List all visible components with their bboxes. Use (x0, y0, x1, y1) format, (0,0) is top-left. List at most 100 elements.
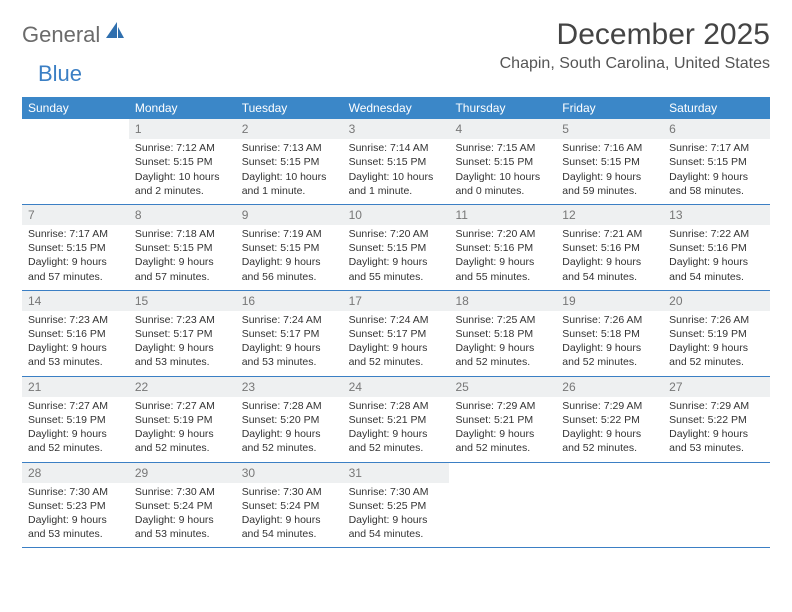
sunrise-text: Sunrise: 7:28 AM (242, 399, 337, 413)
sunset-text: Sunset: 5:21 PM (349, 413, 444, 427)
daylight-text: Daylight: 9 hours and 52 minutes. (562, 427, 657, 455)
sunrise-text: Sunrise: 7:14 AM (349, 141, 444, 155)
day-number: 13 (663, 205, 770, 225)
daylight-text: Daylight: 9 hours and 53 minutes. (135, 513, 230, 541)
day-number: 11 (449, 205, 556, 225)
sunset-text: Sunset: 5:15 PM (562, 155, 657, 169)
day-number: 9 (236, 205, 343, 225)
sunrise-text: Sunrise: 7:29 AM (669, 399, 764, 413)
sunrise-text: Sunrise: 7:15 AM (455, 141, 550, 155)
daylight-text: Daylight: 9 hours and 58 minutes. (669, 170, 764, 198)
sunset-text: Sunset: 5:17 PM (242, 327, 337, 341)
sunset-text: Sunset: 5:18 PM (455, 327, 550, 341)
daylight-text: Daylight: 9 hours and 57 minutes. (135, 255, 230, 283)
sunrise-text: Sunrise: 7:26 AM (669, 313, 764, 327)
day-number: 3 (343, 119, 450, 139)
day-cell: 13 Sunrise: 7:22 AMSunset: 5:16 PMDayligh… (663, 205, 770, 290)
title-block: December 2025 Chapin, South Carolina, Un… (500, 18, 770, 73)
logo: General (22, 18, 127, 48)
sunset-text: Sunset: 5:15 PM (28, 241, 123, 255)
week-row: 21Sunrise: 7:27 AMSunset: 5:19 PMDayligh… (22, 377, 770, 463)
sunrise-text: Sunrise: 7:26 AM (562, 313, 657, 327)
day-cell: 2Sunrise: 7:13 AMSunset: 5:15 PMDaylight… (236, 119, 343, 204)
daylight-text: Daylight: 9 hours and 53 minutes. (28, 513, 123, 541)
daylight-text: Daylight: 9 hours and 54 minutes. (349, 513, 444, 541)
day-number: 22 (129, 377, 236, 397)
daylight-text: Daylight: 9 hours and 54 minutes. (669, 255, 764, 283)
daylight-text: Daylight: 9 hours and 53 minutes. (669, 427, 764, 455)
day-cell: 6Sunrise: 7:17 AMSunset: 5:15 PMDaylight… (663, 119, 770, 204)
week-row: 7Sunrise: 7:17 AMSunset: 5:15 PMDaylight… (22, 205, 770, 291)
sunrise-text: Sunrise: 7:20 AM (455, 227, 550, 241)
day-cell: 23Sunrise: 7:28 AMSunset: 5:20 PMDayligh… (236, 377, 343, 462)
day-number: 29 (129, 463, 236, 483)
sunset-text: Sunset: 5:17 PM (349, 327, 444, 341)
day-cell: 14Sunrise: 7:23 AMSunset: 5:16 PMDayligh… (22, 291, 129, 376)
day-cell: 15Sunrise: 7:23 AMSunset: 5:17 PMDayligh… (129, 291, 236, 376)
sunrise-text: Sunrise: 7:18 AM (135, 227, 230, 241)
sunrise-text: Sunrise: 7:21 AM (562, 227, 657, 241)
sunrise-text: Sunrise: 7:12 AM (135, 141, 230, 155)
day-cell: . (556, 463, 663, 548)
weeks-container: .1Sunrise: 7:12 AMSunset: 5:15 PMDayligh… (22, 119, 770, 548)
daylight-text: Daylight: 10 hours and 2 minutes. (135, 170, 230, 198)
daylight-text: Daylight: 9 hours and 57 minutes. (28, 255, 123, 283)
sunset-text: Sunset: 5:21 PM (455, 413, 550, 427)
sunrise-text: Sunrise: 7:29 AM (455, 399, 550, 413)
sunset-text: Sunset: 5:22 PM (669, 413, 764, 427)
sunrise-text: Sunrise: 7:17 AM (669, 141, 764, 155)
day-number: 26 (556, 377, 663, 397)
day-number: 2 (236, 119, 343, 139)
day-cell: 26Sunrise: 7:29 AMSunset: 5:22 PMDayligh… (556, 377, 663, 462)
sunset-text: Sunset: 5:17 PM (135, 327, 230, 341)
day-cell: 10Sunrise: 7:20 AMSunset: 5:15 PMDayligh… (343, 205, 450, 290)
sunrise-text: Sunrise: 7:13 AM (242, 141, 337, 155)
day-cell: 16Sunrise: 7:24 AMSunset: 5:17 PMDayligh… (236, 291, 343, 376)
day-number: 27 (663, 377, 770, 397)
sunset-text: Sunset: 5:15 PM (135, 155, 230, 169)
daylight-text: Daylight: 9 hours and 53 minutes. (135, 341, 230, 369)
day-cell: 3Sunrise: 7:14 AMSunset: 5:15 PMDaylight… (343, 119, 450, 204)
day-cell: . (449, 463, 556, 548)
daylight-text: Daylight: 9 hours and 52 minutes. (455, 427, 550, 455)
day-cell: 25Sunrise: 7:29 AMSunset: 5:21 PMDayligh… (449, 377, 556, 462)
day-number: 14 (22, 291, 129, 311)
day-number: 10 (343, 205, 450, 225)
day-number: 1 (129, 119, 236, 139)
daylight-text: Daylight: 9 hours and 53 minutes. (28, 341, 123, 369)
sunset-text: Sunset: 5:24 PM (135, 499, 230, 513)
sunset-text: Sunset: 5:15 PM (455, 155, 550, 169)
daylight-text: Daylight: 10 hours and 0 minutes. (455, 170, 550, 198)
calendar-page: General December 2025 Chapin, South Caro… (0, 0, 792, 566)
sunrise-text: Sunrise: 7:22 AM (669, 227, 764, 241)
sunset-text: Sunset: 5:15 PM (349, 155, 444, 169)
sunset-text: Sunset: 5:16 PM (669, 241, 764, 255)
location: Chapin, South Carolina, United States (500, 55, 770, 73)
sunrise-text: Sunrise: 7:17 AM (28, 227, 123, 241)
daylight-text: Daylight: 9 hours and 52 minutes. (242, 427, 337, 455)
day-number: 19 (556, 291, 663, 311)
sunrise-text: Sunrise: 7:20 AM (349, 227, 444, 241)
day-number: 20 (663, 291, 770, 311)
sunset-text: Sunset: 5:23 PM (28, 499, 123, 513)
day-cell: 19Sunrise: 7:26 AMSunset: 5:18 PMDayligh… (556, 291, 663, 376)
sunrise-text: Sunrise: 7:24 AM (349, 313, 444, 327)
day-cell: . (663, 463, 770, 548)
day-number: 12 (556, 205, 663, 225)
daylight-text: Daylight: 9 hours and 52 minutes. (669, 341, 764, 369)
daylight-text: Daylight: 9 hours and 54 minutes. (242, 513, 337, 541)
week-row: 14Sunrise: 7:23 AMSunset: 5:16 PMDayligh… (22, 291, 770, 377)
day-number: 31 (343, 463, 450, 483)
day-number: 5 (556, 119, 663, 139)
sunset-text: Sunset: 5:20 PM (242, 413, 337, 427)
logo-sail-icon (105, 21, 125, 44)
sunrise-text: Sunrise: 7:19 AM (242, 227, 337, 241)
daylight-text: Daylight: 9 hours and 59 minutes. (562, 170, 657, 198)
sunrise-text: Sunrise: 7:30 AM (349, 485, 444, 499)
sunset-text: Sunset: 5:25 PM (349, 499, 444, 513)
calendar: SundayMondayTuesdayWednesdayThursdayFrid… (22, 97, 770, 548)
day-cell: 30Sunrise: 7:30 AMSunset: 5:24 PMDayligh… (236, 463, 343, 548)
month-title: December 2025 (500, 18, 770, 52)
day-cell: 1 Sunrise: 7:12 AMSunset: 5:15 PMDaylight… (129, 119, 236, 204)
day-number: 24 (343, 377, 450, 397)
